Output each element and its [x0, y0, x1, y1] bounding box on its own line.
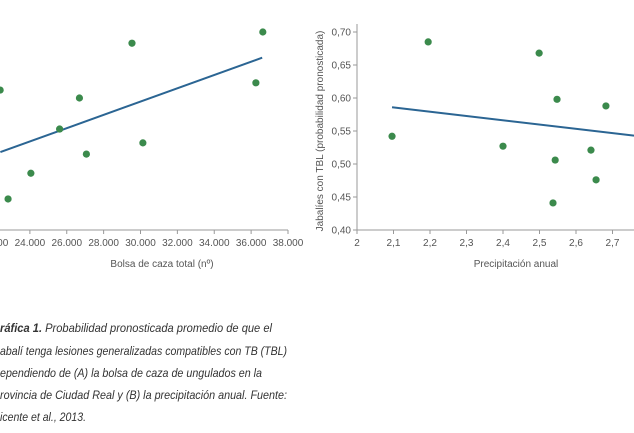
point — [252, 79, 260, 87]
y-tick-label: 0,70 — [332, 28, 352, 39]
x-tick-label: 24.000 — [15, 238, 46, 249]
x-axis-label: Precipitación anual — [474, 259, 559, 270]
caption-line: ependiendo de (A) la bolsa de caza de un… — [0, 366, 262, 380]
point — [4, 195, 12, 203]
point — [535, 49, 543, 57]
point — [82, 150, 90, 158]
x-tick-label: 2,1 — [387, 238, 401, 249]
point — [592, 176, 600, 184]
point — [602, 102, 610, 110]
y-tick-label: 0,45 — [332, 193, 352, 204]
x-tick-label: 32.000 — [162, 238, 193, 249]
caption-label: ráfica 1. — [0, 321, 42, 335]
x-tick-label: 2,6 — [569, 238, 583, 249]
chart: 22.000 24.000 26.000 28.000 30.000 32.000 34.0… — [0, 28, 304, 270]
y-tick-label: 0,40 — [332, 226, 352, 237]
point — [139, 139, 147, 147]
x-tick-label: 2,3 — [460, 238, 474, 249]
y-tick-label: 0,65 — [332, 61, 352, 72]
caption-line: abalí tenga lesiones generalizadas compa… — [0, 344, 287, 358]
point — [424, 38, 432, 46]
trend-line — [0, 56, 263, 154]
point — [587, 146, 595, 154]
y-tick-label: 0,60 — [332, 94, 352, 105]
point — [499, 142, 507, 150]
y-tick-label: 0,55 — [332, 127, 352, 138]
point — [553, 95, 561, 103]
caption-line: ráfica 1. Probabilidad pronosticada prom… — [0, 321, 272, 335]
x-tick-label: 36.000 — [236, 238, 267, 249]
trend-line — [391, 106, 634, 137]
y-axis-label: Jabalíes con TBL (probabilidad pronostic… — [315, 31, 326, 232]
point — [0, 86, 4, 94]
caption-line: rovincia de Ciudad Real y (B) la precipi… — [0, 388, 287, 402]
point — [259, 28, 267, 36]
x-tick-label: 34.000 — [199, 238, 230, 249]
x-tick-label: 38.000 — [273, 238, 304, 249]
x-tick-label: 28.000 — [88, 238, 119, 249]
caption-line: icente et al., 2013. — [0, 410, 86, 424]
x-axis-label: Bolsa de caza total (nº) — [110, 259, 213, 270]
x-tick-label: 2,5 — [533, 238, 547, 249]
point — [551, 156, 559, 164]
x-tick-label: 22.000 — [0, 238, 9, 249]
x-tick-label: 2,4 — [496, 238, 510, 249]
x-tick-label: 2,7 — [606, 238, 620, 249]
y-tick-label: 0,50 — [332, 160, 352, 171]
point — [388, 132, 396, 140]
x-tick-label: 26.000 — [51, 238, 82, 249]
chart: 2 2,1 2,2 2,3 2,4 2,5 2,6 2,7 0,40 0,45 0,50 0,55 0,… — [315, 24, 634, 270]
point — [549, 199, 557, 207]
x-tick-label: 2,2 — [423, 238, 437, 249]
point — [128, 39, 136, 47]
point — [27, 169, 35, 177]
x-tick-label: 30.000 — [125, 238, 156, 249]
point — [56, 125, 64, 133]
caption-text: Probabilidad pronosticada promedio de qu… — [42, 321, 272, 335]
point — [75, 94, 84, 102]
x-tick-label: 2 — [354, 238, 360, 249]
